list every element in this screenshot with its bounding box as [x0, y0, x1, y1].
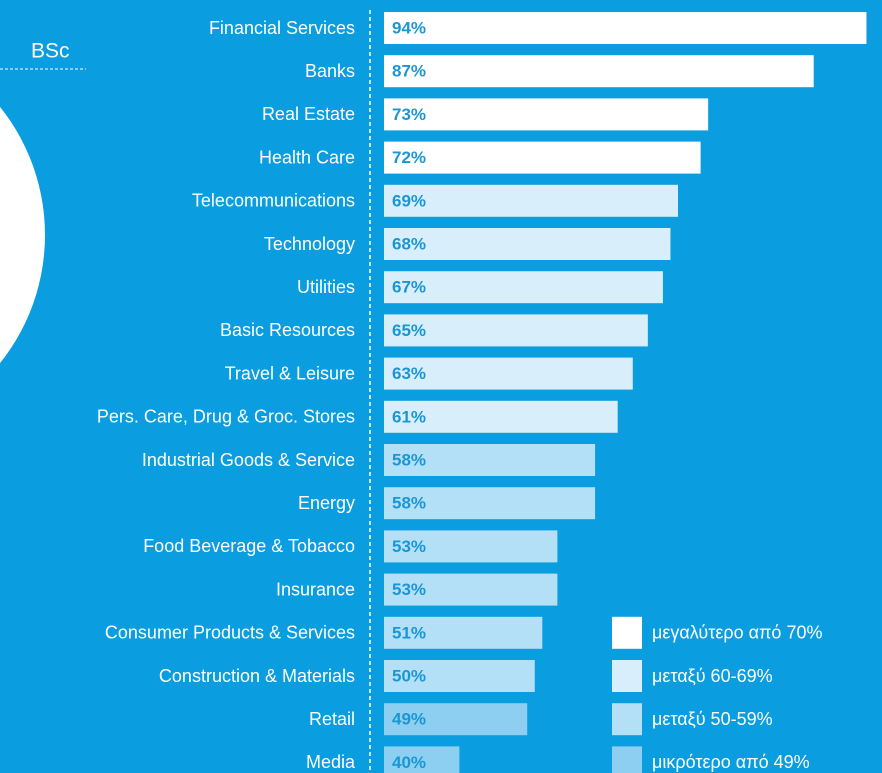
category-label: Travel & Leisure [225, 363, 355, 383]
value-label: 58% [392, 494, 426, 513]
category-label: Consumer Products & Services [105, 623, 355, 643]
bar [384, 271, 663, 304]
value-label: 68% [392, 234, 426, 253]
bar [384, 746, 460, 773]
value-label: 51% [392, 623, 426, 642]
bar [384, 12, 867, 44]
value-label: 65% [392, 321, 426, 340]
value-label: 53% [392, 580, 426, 599]
legend-swatch [612, 616, 642, 649]
category-label: Financial Services [209, 18, 355, 38]
category-label: Utilities [297, 277, 355, 297]
value-label: 87% [392, 62, 426, 81]
value-label: 50% [392, 666, 426, 685]
bar [384, 141, 701, 174]
bar [384, 357, 633, 390]
value-label: 53% [392, 537, 426, 556]
legend-label: μεταξύ 60-69% [652, 666, 773, 686]
category-label: Energy [298, 493, 355, 513]
category-label: Industrial Goods & Service [142, 450, 355, 470]
value-label: 61% [392, 407, 426, 426]
value-label: 94% [392, 18, 426, 37]
category-label: Banks [305, 61, 355, 81]
bar [384, 530, 558, 563]
bar [384, 184, 678, 217]
bar [384, 98, 709, 131]
bar [384, 487, 596, 520]
value-label: 67% [392, 278, 426, 297]
legend-swatch [612, 703, 642, 736]
bar [384, 55, 814, 88]
bar [384, 400, 618, 433]
category-label: Basic Resources [220, 320, 355, 340]
value-label: 73% [392, 105, 426, 124]
value-label: 63% [392, 364, 426, 383]
value-label: 49% [392, 710, 426, 729]
category-label: Construction & Materials [159, 666, 355, 686]
legend-swatch [612, 660, 642, 692]
value-label: 69% [392, 191, 426, 210]
category-label: Pers. Care, Drug & Groc. Stores [97, 407, 355, 427]
value-label: 40% [392, 753, 426, 772]
bar [384, 660, 535, 692]
value-label: 72% [392, 148, 426, 167]
logo-text: BSc [31, 40, 70, 63]
category-label: Real Estate [262, 104, 355, 124]
category-label: Media [306, 752, 356, 772]
category-label: Retail [309, 709, 355, 729]
bar [384, 616, 543, 649]
category-label: Technology [264, 234, 355, 254]
logo-circle [0, 106, 45, 364]
bar [384, 703, 528, 736]
category-label: Telecommunications [192, 191, 355, 211]
bar [384, 314, 648, 347]
legend-label: μικρότερο από 49% [652, 752, 810, 772]
category-label: Insurance [276, 579, 355, 599]
legend-label: μεταξύ 50-59% [652, 709, 773, 729]
legend-label: μεγαλύτερο από 70% [652, 623, 822, 643]
bar [384, 444, 596, 476]
bar [384, 573, 558, 606]
category-label: Food Beverage & Tobacco [143, 536, 355, 556]
legend-swatch [612, 746, 642, 773]
bar [384, 228, 671, 260]
value-label: 58% [392, 450, 426, 469]
category-label: Health Care [259, 147, 355, 167]
